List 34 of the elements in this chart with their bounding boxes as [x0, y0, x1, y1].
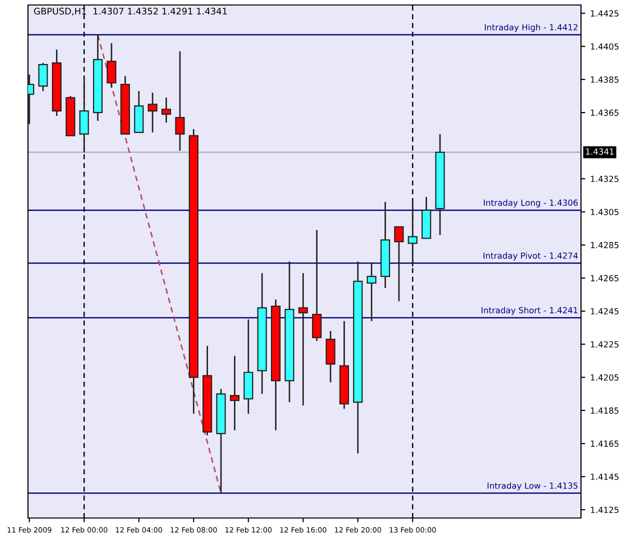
- y-tick-label: 1.4125: [590, 506, 618, 514]
- candlestick: [408, 201, 418, 268]
- y-tick-label: 1.4205: [590, 374, 618, 381]
- y-tick-label: 1.4325: [590, 176, 618, 182]
- y-tick-label: 1.4405: [590, 43, 618, 50]
- candlestick: [230, 355, 240, 431]
- candlestick: [38, 62, 48, 92]
- y-tick-label: 1.4305: [590, 208, 618, 216]
- candlestick: [312, 229, 322, 342]
- y-tick-label: 1.4425: [590, 10, 618, 17]
- candlestick: [161, 96, 172, 124]
- candlestick: [298, 272, 308, 406]
- y-tick-label: 1.4165: [590, 440, 618, 447]
- candlestick: [175, 50, 185, 152]
- candlestick: [79, 78, 89, 153]
- candlestick: [106, 42, 116, 88]
- y-tick-label: 1.4185: [590, 407, 618, 414]
- y-tick-label: 1.4245: [590, 308, 618, 314]
- ref-line-label: Intraday Long - 1.4306: [484, 199, 578, 208]
- y-tick-label: 1.4285: [590, 242, 618, 248]
- y-tick-label: 1.4145: [590, 474, 618, 480]
- candlestick: [148, 92, 158, 134]
- candlestick: [366, 262, 376, 322]
- y-tick-label: 1.4265: [590, 275, 618, 282]
- ref-line-label: Intraday Short - 1.4241: [482, 306, 578, 315]
- y-tick-label: 1.4225: [590, 341, 618, 348]
- ref-line-label: Intraday Low - 1.4135: [488, 482, 578, 490]
- ref-line-label: 1.4341: [586, 148, 614, 155]
- ref-line-label: Intraday High - 1.4412: [484, 24, 578, 32]
- y-tick-label: 1.4365: [590, 110, 618, 116]
- ref-line-label: Intraday Pivot - 1.4274: [484, 252, 578, 260]
- chart-title: GBPUSD,H1 1.4307 1.4352 1.4291 1.4341: [34, 8, 227, 16]
- candlestick: [394, 226, 404, 302]
- y-tick-label: 1.4385: [590, 76, 618, 83]
